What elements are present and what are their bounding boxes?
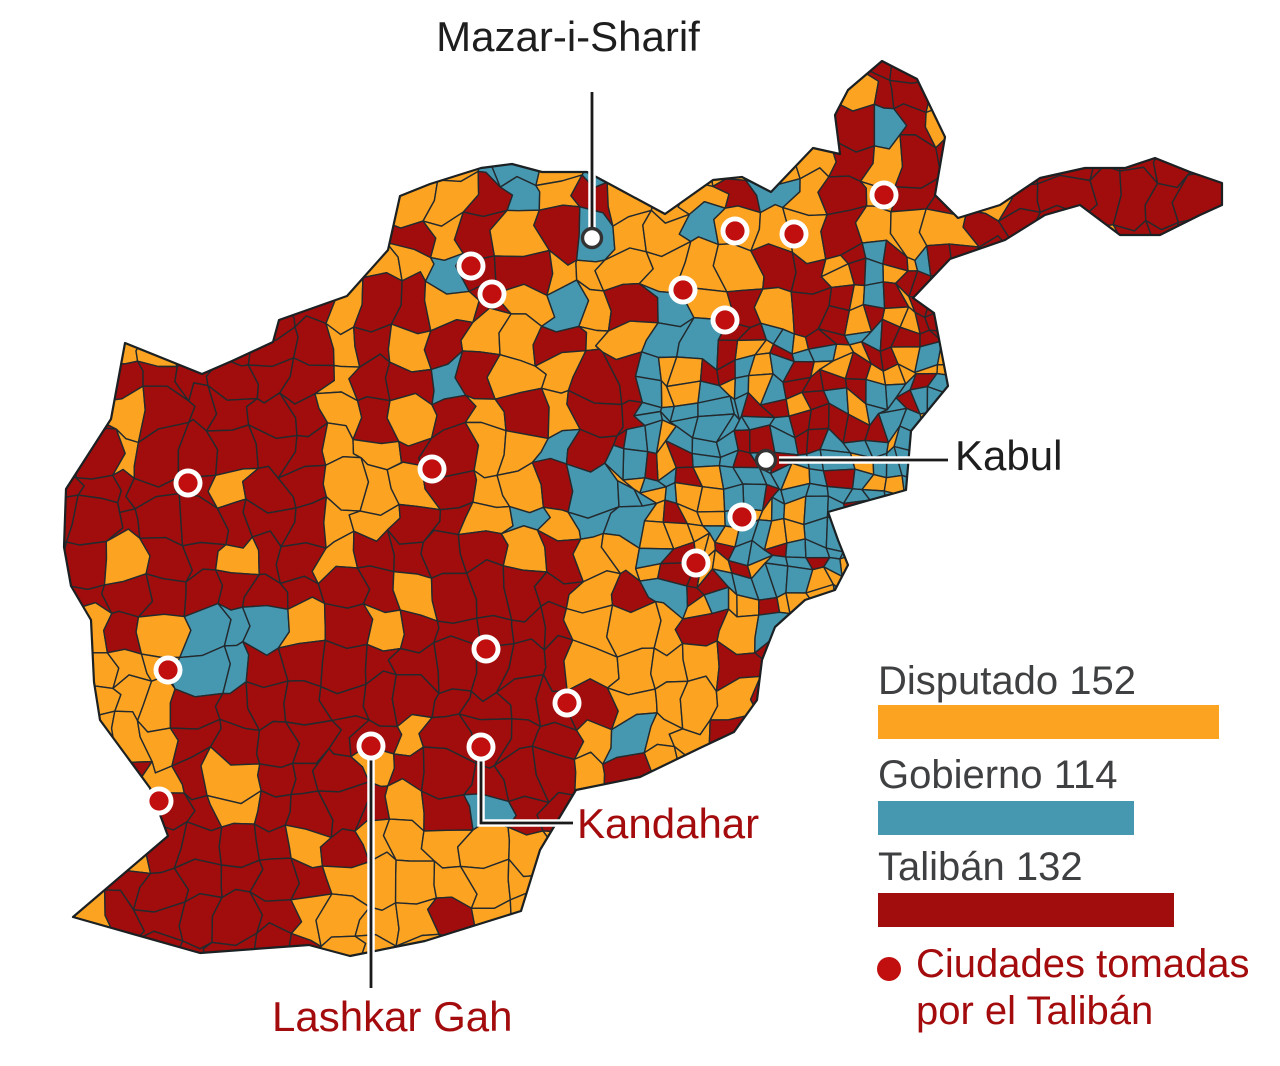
city-label-kandahar: Kandahar xyxy=(577,800,760,847)
taken-city-dot xyxy=(466,732,496,762)
taken-city-dot xyxy=(869,180,899,210)
legend-label: Gobierno xyxy=(878,753,1043,797)
taken-city-dot xyxy=(779,219,809,249)
legend-label: Talibán xyxy=(878,845,1005,889)
taken-city-dot xyxy=(477,279,507,309)
taken-city-dot-icon xyxy=(877,957,901,981)
taken-city-dot xyxy=(720,216,750,246)
legend-bar-disputado xyxy=(878,705,1219,739)
legend-note: Ciudades tomadas por el Talibán xyxy=(916,941,1250,1035)
taken-city-dot xyxy=(153,655,183,685)
city-label-mazar-i-sharif: Mazar-i-Sharif xyxy=(436,13,700,60)
city-markers xyxy=(144,180,899,816)
city-dot xyxy=(580,226,604,250)
legend-count: 152 xyxy=(1069,659,1136,703)
legend-note-line1: Ciudades tomadas xyxy=(916,942,1250,986)
districts-layer xyxy=(64,61,1222,956)
taken-city-dot xyxy=(173,468,203,498)
legend-title-disputado: Disputado 152 xyxy=(878,659,1136,704)
leader-lines xyxy=(367,92,948,988)
country-outline xyxy=(62,59,1224,958)
city-label-lashkar-gah: Lashkar Gah xyxy=(272,993,513,1040)
taken-city-dot xyxy=(456,251,486,281)
taken-city-dot xyxy=(417,454,447,484)
legend-count: 114 xyxy=(1053,753,1118,797)
legend-title-taliban: Talibán 132 xyxy=(878,845,1083,890)
legend-bar-taliban xyxy=(878,893,1174,927)
taken-city-dot xyxy=(727,502,757,532)
legend-note-line2: por el Talibán xyxy=(916,989,1154,1033)
taken-city-dot xyxy=(356,731,386,761)
legend-label: Disputado xyxy=(878,659,1059,703)
legend-count: 132 xyxy=(1015,845,1083,889)
taken-city-dot xyxy=(471,634,501,664)
taken-city-dot xyxy=(144,786,174,816)
taken-city-dot xyxy=(710,305,740,335)
taken-city-dot xyxy=(681,548,711,578)
legend-bar-gobierno xyxy=(878,801,1134,835)
city-label-kabul: Kabul xyxy=(955,432,1063,479)
taken-city-dot xyxy=(552,688,582,718)
legend-title-gobierno: Gobierno 114 xyxy=(878,753,1117,798)
city-dot xyxy=(754,448,778,472)
taken-city-dot xyxy=(668,275,698,305)
